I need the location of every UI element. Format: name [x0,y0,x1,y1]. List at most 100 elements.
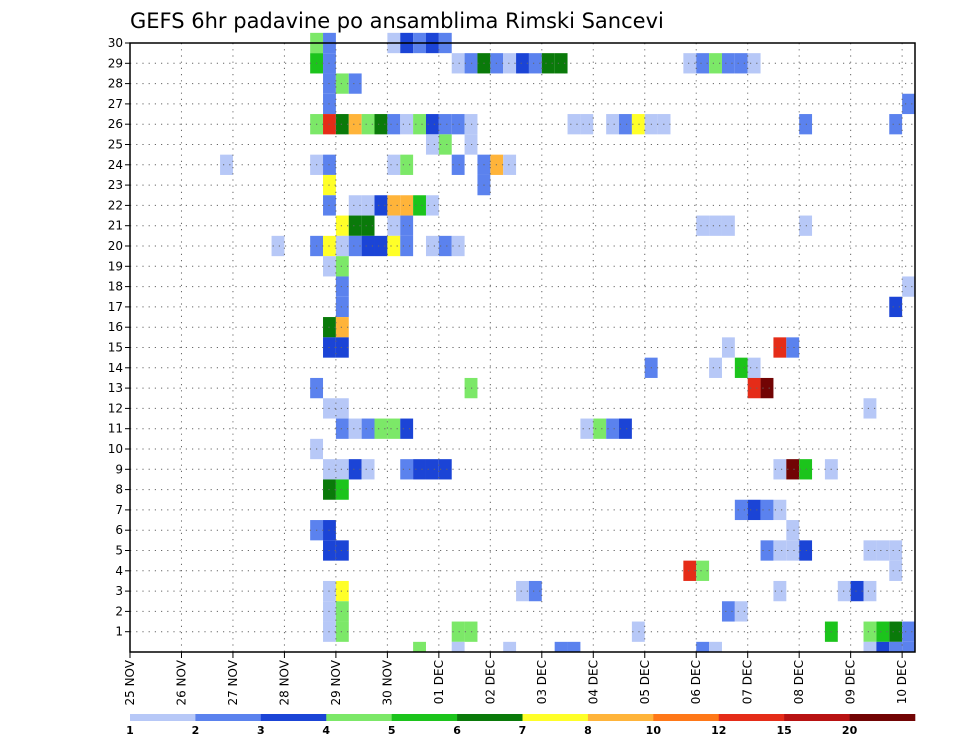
heatmap-cell [348,73,362,94]
heatmap-cell [580,114,594,135]
heatmap-cell [902,93,915,115]
legend-swatch [457,714,523,721]
y-tick-label: 17 [108,300,123,314]
x-axis-ticks: 25 NOV 26 NOV 27 NOV 28 NOV 29 NOV 30 NOV 01 D… [123,652,909,706]
heatmap-cell [335,215,349,236]
heatmap-cell [220,154,233,175]
y-tick-label: 18 [108,280,123,294]
heatmap-cell [567,641,581,652]
x-tick-label: 09 DEC [844,660,858,704]
y-tick-label: 30 [108,36,123,50]
heatmap-cell [902,641,915,652]
heatmap-cell [889,114,903,135]
heatmap-cells [220,32,915,652]
heatmap-cell [413,195,426,216]
x-tick-label: 03 DEC [535,660,549,704]
heatmap-cell [747,377,761,399]
legend-swatch [260,714,327,721]
legend-label: 15 [777,724,792,737]
y-tick-label: 28 [108,77,123,91]
heatmap-cell [516,53,529,74]
x-tick-label: 27 NOV [226,659,240,705]
grid-lines [130,42,915,652]
heatmap-cell [413,114,426,135]
y-tick-label: 8 [115,483,123,497]
x-tick-label: 07 DEC [741,660,755,704]
heatmap-cell [503,154,517,175]
y-tick-label: 23 [108,178,123,192]
heatmap-cell [541,53,555,74]
heatmap-cell [696,560,710,581]
heatmap-cell [335,398,349,419]
legend-label: 8 [584,724,592,737]
heatmap-cell [438,114,452,135]
y-tick-label: 16 [108,320,123,334]
heatmap-cell [889,560,903,581]
x-tick-label: 30 NOV [380,659,394,705]
heatmap-cell [387,154,401,175]
heatmap-cell [503,53,517,74]
heatmap-cell [361,418,375,439]
x-tick-label: 01 DEC [432,660,446,704]
heatmap-cell [348,114,362,135]
heatmap-cell [863,621,877,642]
x-tick-label: 10 DEC [895,660,909,704]
heatmap-cell [400,235,414,257]
x-tick-label: 28 NOV [277,659,291,705]
heatmap-cell [438,134,452,155]
heatmap-cell [734,499,748,521]
heatmap-cell [567,114,581,135]
y-tick-label: 7 [115,503,123,517]
y-tick-label: 12 [108,401,123,415]
x-tick-label: 04 DEC [586,660,600,704]
legend-label: 6 [453,724,461,737]
y-tick-label: 6 [115,523,123,537]
heatmap-cell [335,296,349,318]
heatmap-cell [799,459,813,480]
heatmap-cell [335,235,349,257]
heatmap-cell [760,377,774,399]
heatmap-cell [387,215,401,236]
heatmap-cell [696,641,710,652]
y-tick-label: 20 [108,239,123,253]
heatmap-cell [438,235,452,257]
heatmap-cell [335,418,349,439]
heatmap-cell [889,296,903,318]
heatmap-cell [335,601,349,622]
y-tick-label: 1 [115,625,123,639]
heatmap-cell [335,73,349,94]
x-tick-label: 02 DEC [483,660,497,704]
heatmap-cell [451,154,465,175]
legend-swatch [326,714,392,721]
y-tick-label: 10 [108,442,123,456]
heatmap-cell [335,621,349,642]
legend-swatch [391,714,458,721]
heatmap-cell [335,337,349,358]
x-tick-label: 05 DEC [638,660,652,704]
y-tick-label: 4 [115,564,123,578]
legend-label: 10 [646,724,662,737]
heatmap-cell [619,418,632,439]
heatmap-cell [696,53,710,74]
heatmap-cell [786,540,800,561]
heatmap-cell [387,114,401,135]
heatmap-cell [760,540,774,561]
heatmap-cell [696,215,710,236]
heatmap-cell [734,601,748,622]
heatmap-cell [837,580,851,602]
heatmap-cell [863,540,877,561]
heatmap-cell [747,357,761,378]
heatmap-cell [335,114,349,135]
heatmap-cell [335,276,349,297]
heatmap-cell [387,418,401,439]
heatmap-cell [400,215,414,236]
heatmap-cell [747,499,761,521]
heatmap-cell [425,235,439,257]
y-tick-label: 9 [115,462,123,476]
heatmap-cell [631,114,645,135]
heatmap-cell [361,215,375,236]
legend-label: 7 [519,724,527,737]
heatmap-cell [374,195,388,216]
heatmap-cell [361,195,375,216]
